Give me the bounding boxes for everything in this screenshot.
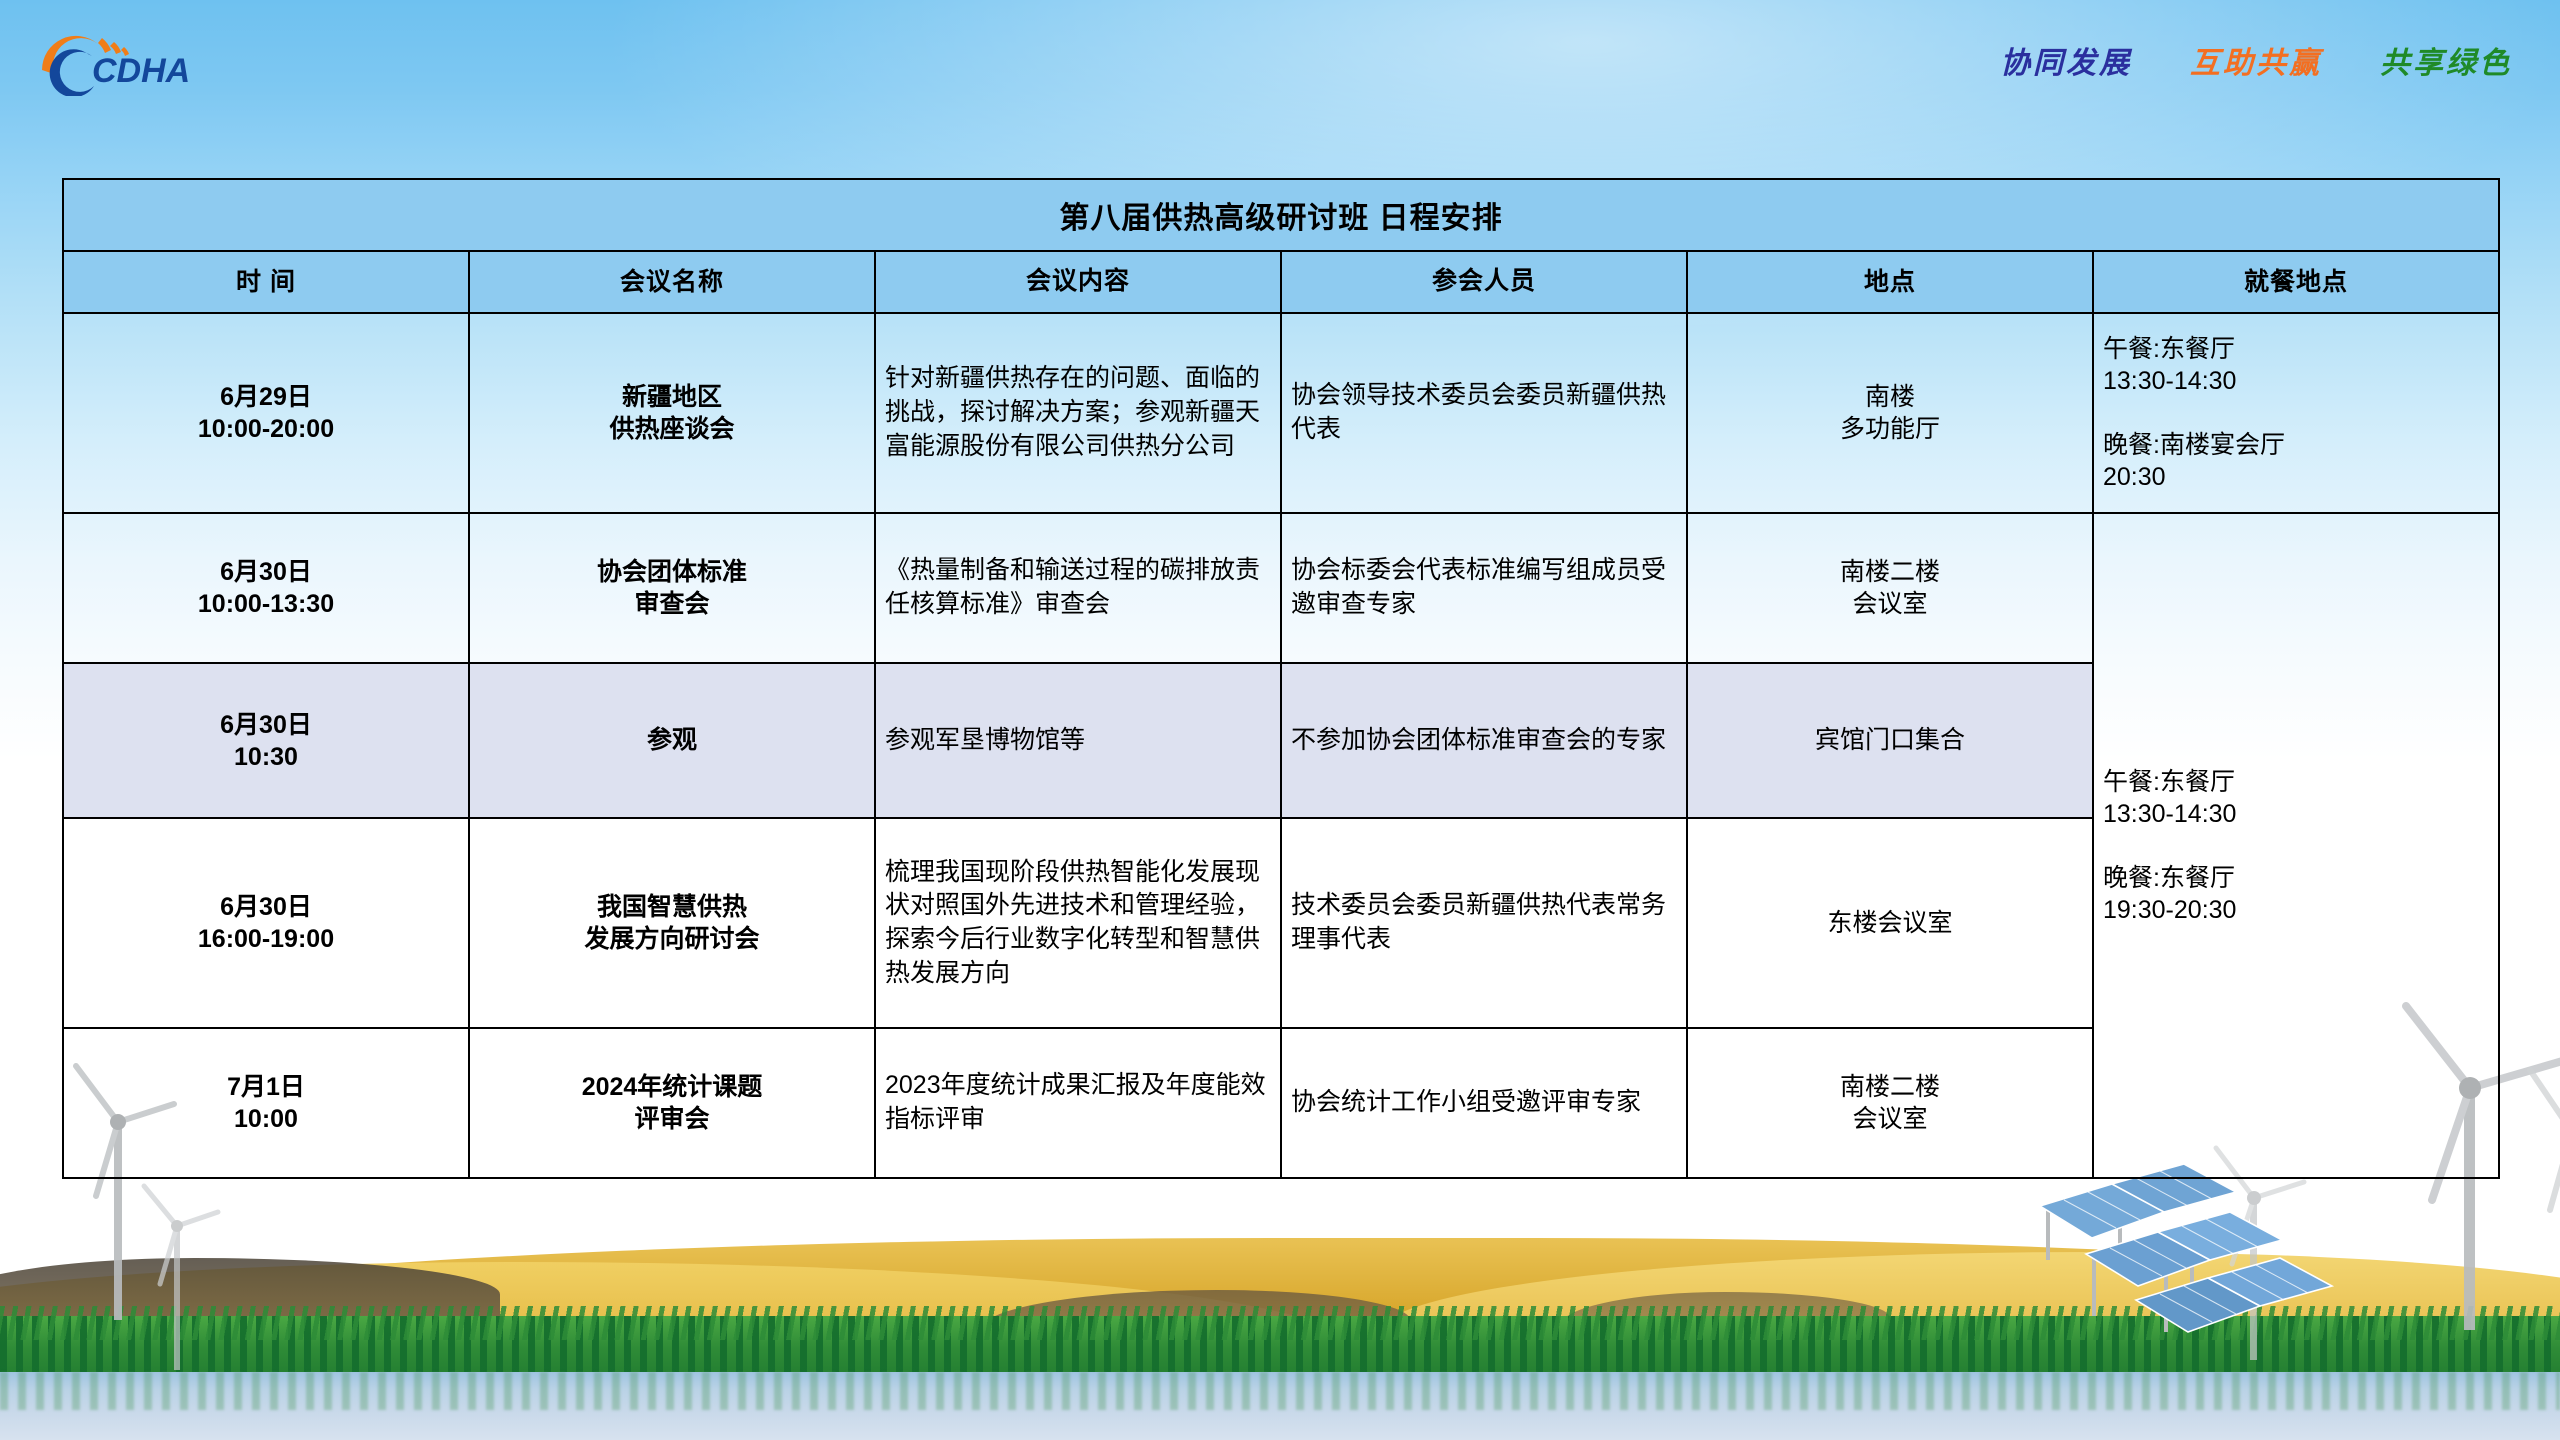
page-title: 第八届供热高级研讨班 日程安排 — [62, 178, 2500, 252]
cell-participants: 协会领导技术委员会委员新疆供热代表 — [1280, 312, 1688, 514]
cell-meeting-content: 参观军垦博物馆等 — [874, 662, 1282, 819]
water-reflection — [0, 1372, 2560, 1410]
water-body — [0, 1372, 2560, 1440]
vegetation-tops — [0, 1306, 2560, 1340]
cell-time: 6月29日 10:00-20:00 — [62, 312, 470, 514]
cell-participants: 协会统计工作小组受邀评审专家 — [1280, 1027, 1688, 1179]
cell-venue: 东楼会议室 — [1686, 817, 2094, 1029]
solar-panel-array — [2040, 1163, 2335, 1333]
logo-wordmark: CDHA — [92, 52, 190, 90]
cell-meeting-content: 梳理我国现阶段供热智能化发展现状对照国外先进技术和管理经验，探索今后行业数字化转… — [874, 817, 1282, 1029]
column-header-meeting-content: 会议内容 — [874, 250, 1282, 314]
column-header-dining: 就餐地点 — [2092, 250, 2500, 314]
table-header-row: 时 间 会议名称 会议内容 参会人员 地点 就餐地点 — [62, 250, 2500, 314]
wind-turbine-icon — [141, 1183, 221, 1370]
cell-meeting-content: 2023年度统计成果汇报及年度能效指标评审 — [874, 1027, 1282, 1179]
cdha-logo: CDHA — [30, 24, 200, 98]
column-header-participants: 参会人员 — [1280, 250, 1688, 314]
cell-venue: 南楼二楼 会议室 — [1686, 1027, 2094, 1179]
wind-turbine-icon — [2527, 1067, 2560, 1213]
cell-venue: 南楼二楼 会议室 — [1686, 512, 2094, 664]
table-row: 7月1日 10:00 2024年统计课题 评审会 2023年度统计成果汇报及年度… — [62, 1027, 2499, 1179]
cell-time: 6月30日 10:00-13:30 — [62, 512, 470, 664]
cell-meeting-name: 新疆地区 供热座谈会 — [468, 312, 876, 514]
cell-meeting-name: 参观 — [468, 662, 876, 819]
table-row: 6月30日 16:00-19:00 我国智慧供热 发展方向研讨会 梳理我国现阶段… — [62, 817, 2499, 1029]
cell-meeting-name: 我国智慧供热 发展方向研讨会 — [468, 817, 876, 1029]
column-header-venue: 地点 — [1686, 250, 2094, 314]
cell-time: 6月30日 10:30 — [62, 662, 470, 819]
table-row: 6月30日 10:00-13:30 协会团体标准 审查会 《热量制备和输送过程的… — [62, 512, 2500, 1179]
table-row: 6月30日 10:30 参观 参观军垦博物馆等 不参加协会团体标准审查会的专家 … — [62, 662, 2499, 819]
cell-venue: 宾馆门口集合 — [1686, 662, 2094, 819]
cell-participants: 技术委员会委员新疆供热代表常务理事代表 — [1280, 817, 1688, 1029]
slogan-mutual-win: 互助共赢 — [2190, 47, 2322, 80]
cell-time: 7月1日 10:00 — [62, 1027, 470, 1179]
cell-participants: 协会标委会代表标准编写组成员受邀审查专家 — [1280, 512, 1688, 664]
slogan-shared-green: 共享绿色 — [2380, 47, 2512, 80]
schedule-table: 第八届供热高级研讨班 日程安排 时 间 会议名称 会议内容 参会人员 地点 就餐… — [62, 178, 2500, 1179]
column-header-time: 时 间 — [62, 250, 470, 314]
cell-meeting-name: 2024年统计课题 评审会 — [468, 1027, 876, 1179]
column-header-meeting-name: 会议名称 — [468, 250, 876, 314]
slogan-collaborative-development: 协同发展 — [2000, 47, 2132, 80]
cell-meeting-content: 《热量制备和输送过程的碳排放责任核算标准》审查会 — [874, 512, 1282, 664]
cell-venue: 南楼 多功能厅 — [1686, 312, 2094, 514]
table-title-row: 第八届供热高级研讨班 日程安排 — [62, 178, 2500, 252]
cell-dining: 午餐:东餐厅 13:30-14:30 晚餐:南楼宴会厅 20:30 — [2092, 312, 2500, 514]
cell-participants: 不参加协会团体标准审查会的专家 — [1280, 662, 1688, 819]
table-row: 6月29日 10:00-20:00 新疆地区 供热座谈会 针对新疆供热存在的问题… — [62, 312, 2500, 514]
slogan-group: 协同发展 互助共赢 共享绿色 — [2000, 38, 2512, 82]
cell-meeting-name: 协会团体标准 审查会 — [468, 512, 876, 664]
cell-meeting-content: 针对新疆供热存在的问题、面临的挑战，探讨解决方案；参观新疆天富能源股份有限公司供… — [874, 312, 1282, 514]
cell-time: 6月30日 16:00-19:00 — [62, 817, 470, 1029]
cell-dining-merged: 午餐:东餐厅 13:30-14:30 晚餐:东餐厅 19:30-20:30 — [2092, 512, 2500, 1179]
